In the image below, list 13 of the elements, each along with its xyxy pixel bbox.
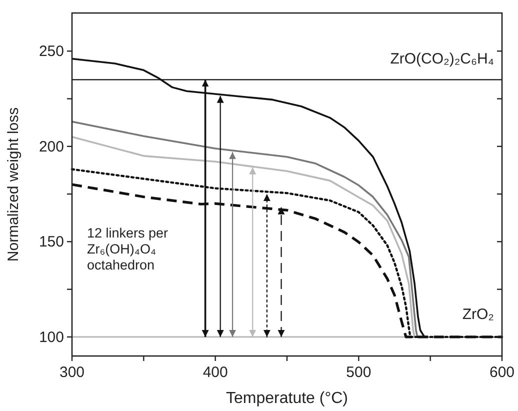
annotation: 12 linkers per Zr₆(OH)₄O₄ octahedron	[87, 226, 169, 273]
x-tick-label: 500	[346, 364, 372, 381]
x-axis-title: Temperatute (°C)	[226, 390, 348, 407]
y-tick-label: 250	[38, 43, 64, 60]
y-tick-label: 150	[38, 234, 64, 251]
x-tick-label: 400	[202, 364, 228, 381]
x-tick-label: 600	[489, 364, 515, 381]
y-axis-title: Normalized weight loss	[5, 107, 22, 262]
ref-line-label: ZrO(CO₂)₂C₆H₄	[390, 50, 494, 68]
x-tick-label: 300	[59, 364, 85, 381]
y-tick-label: 100	[38, 328, 64, 346]
y-tick-label: 200	[38, 138, 64, 156]
ref-line-label: ZrO₂	[462, 306, 494, 323]
